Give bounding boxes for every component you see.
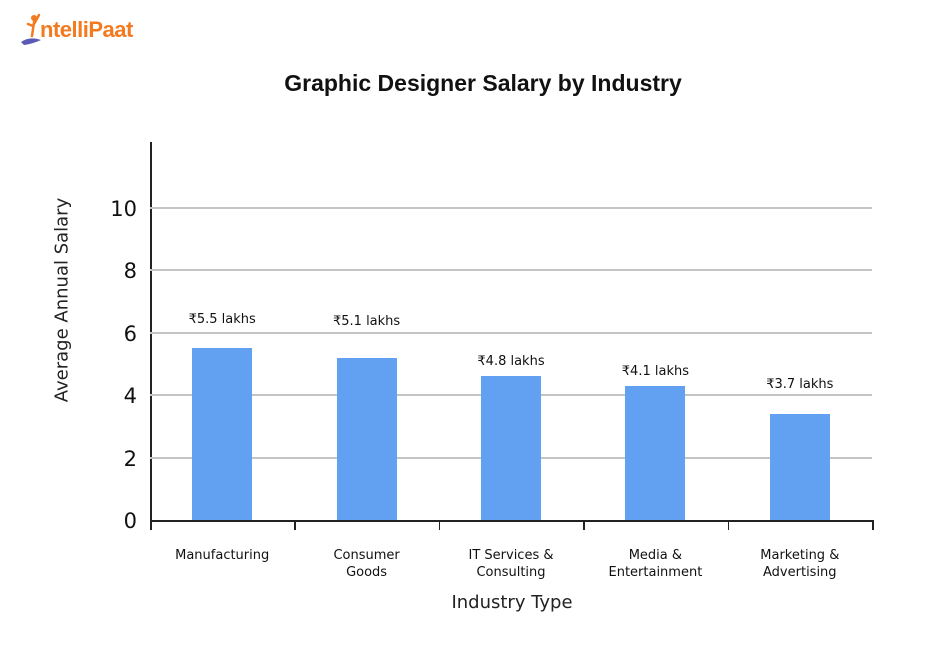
- bar-manufacturing: [192, 348, 253, 520]
- x-tick: [438, 520, 441, 530]
- y-tick-label: 0: [123, 509, 137, 533]
- bar-it-services-consulting: [481, 376, 541, 520]
- gridline: [150, 331, 872, 334]
- x-tick: [583, 520, 585, 530]
- y-tick-label: 2: [123, 446, 137, 471]
- bar-consumer-goods: [336, 357, 397, 520]
- x-tick: [294, 520, 296, 530]
- x-category-label: Manufacturing: [175, 548, 270, 563]
- bar-value-label: ₹4.1 lakhs: [621, 363, 689, 379]
- x-category-label: Consumer Goods: [333, 548, 400, 580]
- bar-value-label: ₹4.8 lakhs: [477, 354, 545, 370]
- chart-title: Graphic Designer Salary by Industry: [284, 70, 682, 96]
- x-tick: [150, 520, 152, 530]
- bar-media-entertainment: [625, 385, 686, 520]
- y-tick-label: 10: [110, 197, 137, 221]
- logo-figure-icon: [21, 13, 41, 45]
- x-category-label: Marketing & Advertising: [760, 548, 840, 580]
- y-tick-label: 6: [123, 321, 137, 346]
- x-tick: [727, 520, 730, 530]
- x-category-label: IT Services & Consulting: [468, 548, 554, 580]
- bar-value-label: ₹3.7 lakhs: [766, 376, 834, 392]
- intellipaat-logo: ntelliPaat: [20, 12, 133, 48]
- y-tick-label: 8: [123, 259, 137, 284]
- bar-value-label: ₹5.1 lakhs: [332, 313, 401, 329]
- bar-value-label: ₹5.5 lakhs: [188, 312, 256, 328]
- gridline: [150, 207, 872, 209]
- x-axis-line: [150, 520, 873, 522]
- x-tick: [872, 520, 874, 530]
- y-tick-label: 4: [123, 384, 137, 409]
- x-category-label: Media & Entertainment: [608, 548, 703, 580]
- gridline: [150, 269, 872, 272]
- bar-marketing-advertising: [769, 413, 830, 520]
- logo-text: ntelliPaat: [40, 17, 133, 42]
- x-axis-label: Industry Type: [451, 592, 573, 613]
